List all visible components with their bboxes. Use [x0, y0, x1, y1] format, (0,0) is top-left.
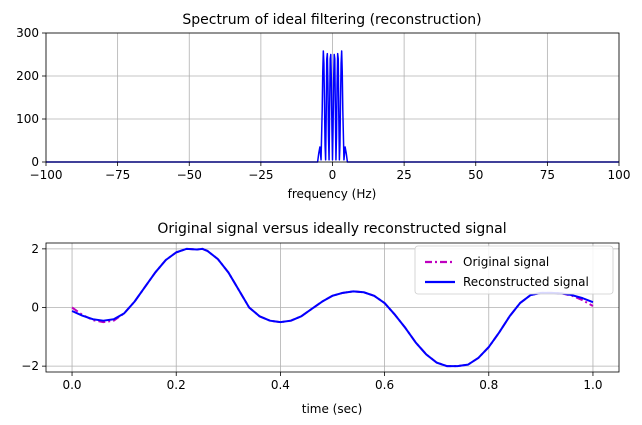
spectrum-xtick-label: −75: [105, 168, 130, 182]
signal-axes-frame: [45, 242, 620, 373]
spectrum-chart: Spectrum of ideal filtering (reconstruct…: [16, 12, 630, 201]
spectrum-xtick-label: 25: [396, 168, 411, 182]
spectrum-xtick-label: −100: [30, 168, 63, 182]
signal-xtick-label: 0.0: [62, 378, 81, 392]
spectrum-ytick-label: 200: [16, 69, 39, 83]
signal-ticks: 0.0 0.2 0.4 0.6 0.8 1.0 −2 0 2: [21, 242, 602, 392]
signal-series-line-1: [71, 247, 594, 368]
spectrum-xtick-label: 50: [468, 168, 483, 182]
signal-ytick-label: 0: [31, 301, 39, 315]
spectrum-series: [46, 50, 619, 163]
signal-xtick-label: 0.6: [375, 378, 394, 392]
spectrum-xtick-label: 100: [608, 168, 631, 182]
spectrum-title: Spectrum of ideal filtering (reconstruct…: [182, 12, 481, 28]
legend-box: [414, 245, 614, 295]
spectrum-ytick-label: 300: [16, 26, 39, 40]
spectrum-ticks: −100 −75 −50 −25 0 25 50 75 100 0 100 200 300: [16, 26, 630, 182]
signal-title: Original signal versus ideally reconstru…: [157, 221, 506, 237]
legend-label-reconstructed: Reconstructed signal: [463, 275, 589, 289]
legend-label-original: Original signal: [463, 255, 549, 269]
spectrum-xtick-label: 75: [540, 168, 555, 182]
signal-xtick-label: 0.4: [271, 378, 290, 392]
signal-xlabel: time (sec): [302, 402, 363, 416]
signal-legend: Original signal Reconstructed signal: [414, 245, 614, 295]
spectrum-xlabel: frequency (Hz): [288, 187, 377, 201]
signal-ytick-label: 2: [31, 242, 39, 256]
signal-series: [71, 247, 594, 368]
spectrum-xtick-label: −25: [248, 168, 273, 182]
signal-xtick-label: 0.2: [167, 378, 186, 392]
spectrum-xtick-label: 0: [329, 168, 337, 182]
signal-xtick-label: 1.0: [583, 378, 602, 392]
signal-chart: Original signal versus ideally reconstru…: [21, 221, 620, 416]
spectrum-series-line-0: [46, 50, 619, 163]
spectrum-ytick-label: 0: [31, 155, 39, 169]
signal-xtick-label: 0.8: [479, 378, 498, 392]
spectrum-xtick-label: −50: [177, 168, 202, 182]
signal-ytick-label: −2: [21, 359, 39, 373]
spectrum-axes-frame: [45, 32, 620, 163]
spectrum-ytick-label: 100: [16, 112, 39, 126]
